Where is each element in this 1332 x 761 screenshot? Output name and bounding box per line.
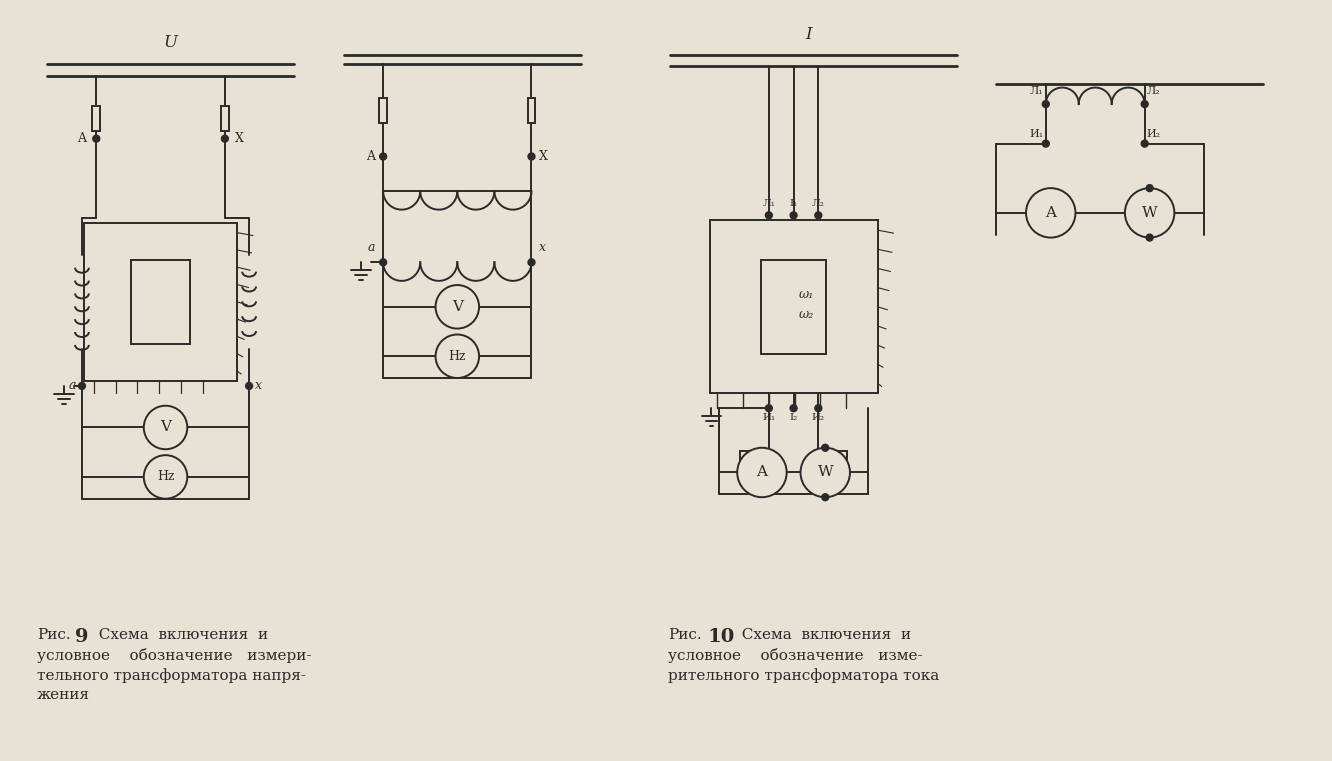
Circle shape — [790, 405, 797, 412]
Circle shape — [380, 259, 386, 266]
Text: 9: 9 — [75, 629, 88, 646]
Text: И₁: И₁ — [1030, 129, 1044, 139]
Circle shape — [790, 212, 797, 219]
Text: рительного трансформатора тока: рительного трансформатора тока — [667, 668, 939, 683]
Text: V: V — [452, 300, 462, 314]
Circle shape — [380, 153, 386, 160]
Circle shape — [1146, 185, 1154, 192]
Text: тельного трансформатора напря-: тельного трансформатора напря- — [37, 668, 306, 683]
Bar — [92, 107, 100, 131]
Text: x: x — [254, 380, 262, 393]
Text: A: A — [366, 150, 376, 163]
Text: W: W — [818, 466, 832, 479]
Text: Л₁: Л₁ — [762, 199, 775, 209]
Bar — [527, 97, 535, 123]
Text: И₁: И₁ — [762, 413, 775, 422]
Circle shape — [245, 383, 253, 390]
Text: Схема  включения  и: Схема включения и — [89, 629, 269, 642]
Circle shape — [822, 494, 829, 501]
Bar — [710, 220, 878, 393]
Text: Hz: Hz — [449, 350, 466, 363]
Text: a: a — [368, 241, 376, 254]
Circle shape — [527, 153, 535, 160]
Circle shape — [436, 285, 480, 329]
Text: I₂: I₂ — [790, 413, 798, 422]
Circle shape — [1142, 140, 1148, 147]
Bar — [131, 260, 190, 344]
Circle shape — [93, 135, 100, 142]
Text: условное    обозначение   изме-: условное обозначение изме- — [667, 648, 923, 663]
Text: ω₂: ω₂ — [798, 308, 814, 321]
Text: Л₁: Л₁ — [1030, 86, 1044, 96]
Text: x: x — [539, 241, 546, 254]
Text: A: A — [757, 466, 767, 479]
Circle shape — [815, 212, 822, 219]
Circle shape — [527, 259, 535, 266]
Circle shape — [1043, 100, 1050, 107]
Text: Hz: Hz — [157, 470, 174, 483]
Text: Рис.: Рис. — [37, 629, 71, 642]
Text: 10: 10 — [707, 629, 735, 646]
Text: W: W — [1142, 206, 1158, 220]
Text: X: X — [539, 150, 549, 163]
Bar — [380, 97, 388, 123]
Text: A: A — [77, 132, 87, 145]
Bar — [84, 223, 237, 381]
Circle shape — [1126, 188, 1175, 237]
Text: I: I — [805, 26, 811, 43]
Text: X: X — [234, 132, 244, 145]
Text: ω₁: ω₁ — [798, 288, 814, 301]
Text: I₁: I₁ — [790, 199, 798, 209]
Text: Рис.: Рис. — [667, 629, 702, 642]
Circle shape — [766, 212, 773, 219]
Text: Схема  включения  и: Схема включения и — [733, 629, 911, 642]
Text: Л₂: Л₂ — [1147, 86, 1160, 96]
Text: жения: жения — [37, 688, 91, 702]
Circle shape — [1043, 140, 1050, 147]
Circle shape — [144, 406, 188, 449]
Circle shape — [144, 455, 188, 498]
Text: И₂: И₂ — [811, 413, 825, 422]
Bar — [221, 107, 229, 131]
Circle shape — [815, 405, 822, 412]
Circle shape — [79, 383, 85, 390]
Circle shape — [1026, 188, 1075, 237]
Text: A: A — [1046, 206, 1056, 220]
Text: Л₂: Л₂ — [813, 199, 825, 209]
Circle shape — [801, 447, 850, 497]
Text: V: V — [160, 421, 170, 435]
Text: a: a — [68, 380, 76, 393]
Circle shape — [436, 335, 480, 378]
Circle shape — [766, 405, 773, 412]
Circle shape — [1146, 234, 1154, 241]
Circle shape — [1142, 100, 1148, 107]
Bar — [762, 260, 826, 354]
Text: условное    обозначение   измери-: условное обозначение измери- — [37, 648, 312, 663]
Circle shape — [737, 447, 787, 497]
Circle shape — [221, 135, 228, 142]
Circle shape — [822, 444, 829, 451]
Text: U: U — [164, 33, 177, 51]
Text: И₂: И₂ — [1147, 129, 1160, 139]
